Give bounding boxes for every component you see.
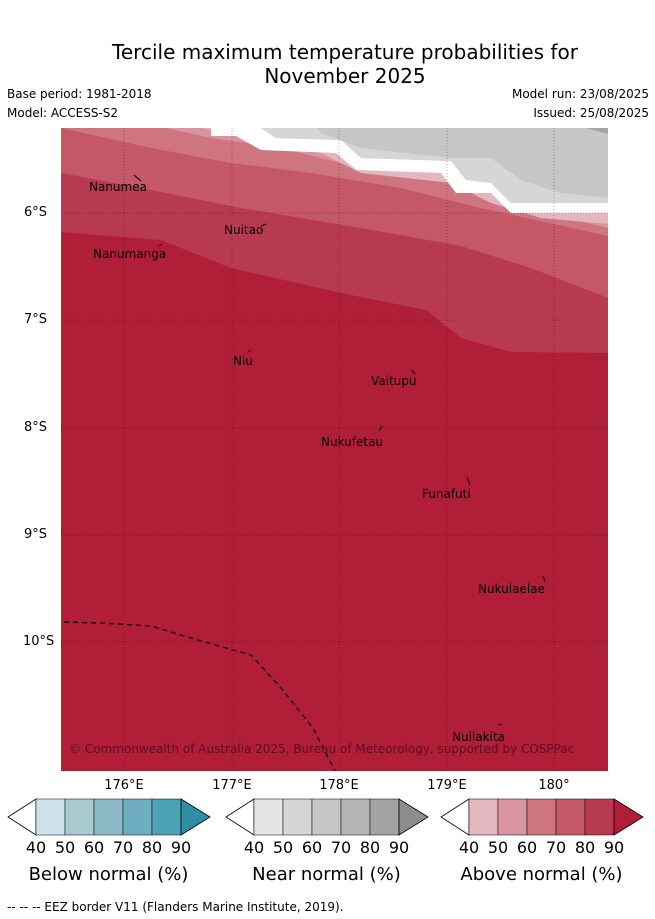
below-normal-title: Below normal (%) [28,864,189,885]
below-normal-swatch-70 [122,798,153,836]
near-normal-tick-90: 90 [388,838,410,857]
below-normal-tick-70: 70 [112,838,134,857]
base-period: Base period: 1981-2018 [7,87,152,101]
near-normal-tick-50: 50 [272,838,294,857]
eez-legend: -- -- -- EEZ border V11 (Flanders Marine… [7,900,344,914]
issued-date: Issued: 25/08/2025 [533,106,649,120]
model-run: Model run: 23/08/2025 [511,87,649,101]
above-normal-swatch-50 [497,798,528,836]
below-normal-tick-90: 90 [170,838,192,857]
place-vaitupu: Vaitupu [371,374,417,388]
lon-label-180: 180° [538,778,570,793]
below-normal-tick-50: 50 [54,838,76,857]
island-marks [133,174,546,726]
island-mark-funafuti [466,476,471,486]
below-normal-swatch-60 [93,798,124,836]
near-normal-swatch-40 [253,798,284,836]
island-mark-vaitupu [410,368,416,375]
above-normal-low-extend [440,798,470,836]
below-normal-swatch-50 [64,798,95,836]
near-normal-swatch-80 [369,798,400,836]
lat-label-7s: 7°S [24,312,48,327]
lat-label-10s: 10°S [23,634,55,649]
place-nuilakita: Nuilakita [452,730,505,744]
title-line-1: Tercile maximum temperature probabilitie… [112,40,578,64]
above-normal-tick-40: 40 [458,838,480,857]
below-normal-colorbar [7,798,211,836]
above-normal-high-extend [613,798,644,836]
above-normal-tick-50: 50 [487,838,509,857]
island-mark-nukufetau [378,425,383,432]
model-name: Model: ACCESS-S2 [7,106,119,120]
place-nanumanga: Nanumanga [93,247,167,261]
map-title: Tercile maximum temperature probabilitie… [0,40,655,88]
island-mark-niu [247,349,252,353]
near-normal-60-zone [316,128,608,198]
place-nukulaelae: Nukulaelae [478,582,545,596]
above-normal-swatch-70 [555,798,586,836]
near-normal-low-extend [225,798,255,836]
title-line-2: November 2025 [264,64,426,88]
near-normal-tick-40: 40 [243,838,265,857]
place-funafuti: Funafuti [422,487,471,501]
above-normal-colorbar [440,798,644,836]
above-normal-title: Above normal (%) [460,864,623,885]
above-normal-tick-60: 60 [516,838,538,857]
near-normal-tick-70: 70 [330,838,352,857]
island-mark-nanumea [133,174,142,182]
below-normal-swatch-80 [151,798,182,836]
near-normal-swatch-50 [282,798,313,836]
below-normal-tick-60: 60 [83,838,105,857]
island-mark-nuitao [260,223,267,227]
above-normal-swatch-80 [584,798,615,836]
lat-label-6s: 6°S [24,205,48,220]
lon-label-178e: 178°E [319,778,359,793]
island-mark-nukulaelae [542,575,546,583]
white-band [211,128,608,213]
near-normal-colorbar [225,798,429,836]
below-normal-tick-40: 40 [25,838,47,857]
near-normal-swatch-60 [311,798,342,836]
copyright-notice: © Commonwealth of Australia 2025, Bureau… [69,742,575,756]
below-normal-tick-80: 80 [141,838,163,857]
below-normal-high-extend [180,798,211,836]
probability-map [61,128,608,771]
near-normal-80-zone [586,128,608,134]
below-normal-low-extend [7,798,37,836]
near-normal-title: Near normal (%) [252,864,401,885]
near-normal-tick-60: 60 [301,838,323,857]
below-normal-swatch-40 [35,798,66,836]
near-normal-high-extend [398,798,429,836]
above-normal-tick-70: 70 [545,838,567,857]
place-nuitao: Nuitao [224,223,264,237]
near-normal-tick-80: 80 [359,838,381,857]
place-niu: Niu [233,354,253,368]
lon-label-179e: 179°E [427,778,467,793]
island-mark-nuilakita [497,723,503,726]
island-mark-nanumanga [158,243,163,247]
lat-label-8s: 8°S [24,420,48,435]
lat-label-9s: 9°S [24,527,48,542]
eez-border [63,621,336,771]
lon-label-176e: 176°E [104,778,144,793]
graticule [61,128,608,771]
above-normal-tick-80: 80 [574,838,596,857]
near-normal-swatch-70 [340,798,371,836]
place-nukufetau: Nukufetau [321,435,384,449]
above-normal-swatch-60 [526,798,557,836]
above-normal-tick-90: 90 [603,838,625,857]
above-normal-swatch-40 [468,798,499,836]
lon-label-177e: 177°E [212,778,252,793]
place-nanumea: Nanumea [89,180,147,194]
